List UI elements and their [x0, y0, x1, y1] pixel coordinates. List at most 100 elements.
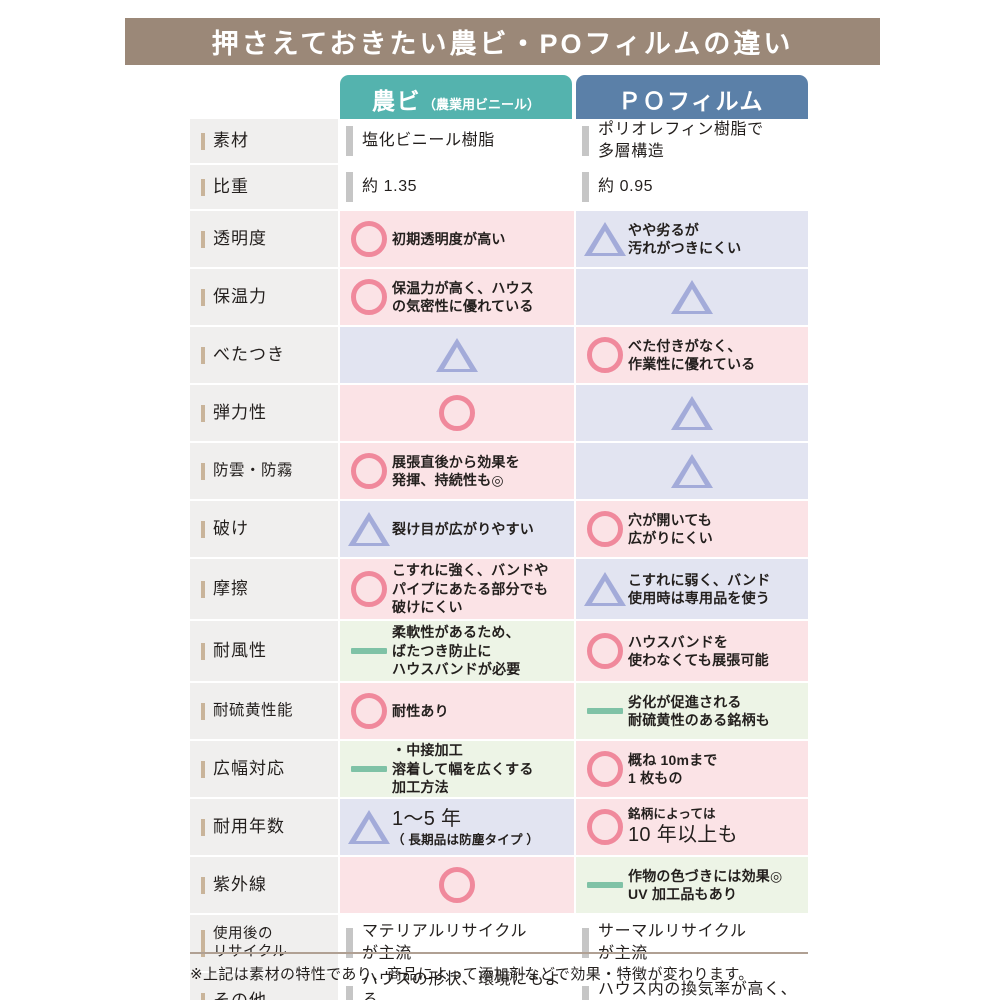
row-label-text: べたつき — [213, 345, 285, 365]
value-cell-nobi: 展張直後から効果を 発揮、持続性も◎ — [340, 443, 574, 499]
cell-text: サーマルリサイクルが主流 — [598, 923, 747, 962]
cell-text-primary: 1～5 年 — [392, 807, 462, 830]
value-cell-nobi: 保温力が高く、ハウス の気密性に優れている — [340, 269, 574, 325]
row-label-text: 透明度 — [213, 229, 267, 249]
page-title: 押さえておきたい農ビ・POフィルムの違い — [125, 18, 880, 65]
column-header-nobi-sub: （農業用ビニール） — [422, 97, 540, 112]
marker-triangle — [582, 572, 628, 606]
value-cell-nobi — [340, 857, 574, 913]
gray-bar-icon — [582, 172, 589, 202]
cell-text: 作物の色づきには効果◎ UV 加工品もあり — [628, 867, 783, 902]
marker-circle — [582, 337, 628, 373]
table-row: 透明度 初期透明度が高い やや劣るが 汚れがつきにくい — [190, 211, 808, 269]
comparison-table: 素材 塩化ビニール樹脂 ポリオレフィン樹脂で 多層構造 比重 約 1.35 約 0.95 透明… — [190, 119, 808, 1000]
circle-rating-icon — [587, 633, 623, 669]
circle-rating-icon — [587, 337, 623, 373]
gray-bar-icon — [346, 126, 353, 156]
row-label-text: 耐硫黄性能 — [213, 702, 294, 720]
value-cell-po: ハウス内の換気率が高く、やや乾燥気味になる — [574, 973, 808, 1000]
gray-bar-icon — [346, 986, 353, 1000]
table-row: 破け 裂け目が広がりやすい 穴が開いても 広がりにくい — [190, 501, 808, 559]
row-label-cell: 摩擦 — [190, 559, 340, 619]
dash-rating-icon — [351, 766, 387, 772]
row-label-text: 使用後の リサイクル — [213, 925, 288, 960]
column-header-nobi-main: 農ビ — [371, 88, 421, 114]
cell-text-note: （ 長期品は防塵タイプ ） — [392, 832, 540, 847]
value-cell-nobi: 裂け目が広がりやすい — [340, 501, 574, 557]
value-cell-nobi: 1～5 年 （ 長期品は防塵タイプ ） — [340, 799, 574, 855]
triangle-rating-icon — [671, 280, 713, 314]
value-cell-po — [574, 443, 808, 499]
table-row: 素材 塩化ビニール樹脂 ポリオレフィン樹脂で 多層構造 — [190, 119, 808, 165]
row-label-cell: 弾力性 — [190, 385, 340, 441]
row-label-cell: 広幅対応 — [190, 741, 340, 797]
marker-triangle — [434, 338, 480, 372]
value-cell-po: 概ね 10mまで 1 枚もの — [574, 741, 808, 797]
value-cell-nobi: こすれに強く、バンドや パイプにあたる部分でも 破けにくい — [340, 559, 574, 619]
circle-rating-icon — [587, 809, 623, 845]
value-cell-po: 作物の色づきには効果◎ UV 加工品もあり — [574, 857, 808, 913]
cell-text: ハウスバンドを 使わなくても展張可能 — [628, 633, 769, 668]
value-cell-po — [574, 385, 808, 441]
row-label-text: 広幅対応 — [213, 759, 285, 779]
column-header-tabs: 農ビ （農業用ビニール） ＰＯフィルム — [340, 75, 808, 119]
label-accent-bar — [201, 346, 205, 364]
value-cell-po: ハウスバンドを 使わなくても展張可能 — [574, 621, 808, 681]
row-label-text: 保温力 — [213, 287, 267, 307]
circle-rating-icon — [439, 395, 475, 431]
marker-circle — [346, 221, 392, 257]
table-row: 摩擦 こすれに強く、バンドや パイプにあたる部分でも 破けにくい こすれに弱く、バンド使… — [190, 559, 808, 621]
cell-text-note: 銘柄によっては — [628, 806, 716, 821]
value-cell-nobi — [340, 327, 574, 383]
value-cell-nobi: ・中接加工 溶着して幅を広くする 加工方法 — [340, 741, 574, 797]
footer-divider — [190, 952, 808, 954]
cell-text: ・中接加工 溶着して幅を広くする 加工方法 — [392, 742, 534, 796]
cell-text: ポリオレフィン樹脂で 多層構造 — [598, 121, 764, 160]
row-label-text: 比重 — [213, 177, 249, 197]
marker-dash — [346, 648, 392, 654]
row-label-text: 破け — [213, 519, 249, 539]
table-row: 弾力性 — [190, 385, 808, 443]
label-accent-bar — [201, 818, 205, 836]
marker-circle — [582, 633, 628, 669]
label-accent-bar — [201, 642, 205, 660]
row-label-text: 防雲・防霧 — [213, 462, 294, 480]
row-label-text: 弾力性 — [213, 403, 267, 423]
value-cell-nobi — [340, 385, 574, 441]
value-cell-nobi: 約 1.35 — [340, 165, 574, 209]
label-accent-bar — [201, 580, 205, 598]
triangle-rating-icon — [584, 222, 626, 256]
marker-circle — [346, 693, 392, 729]
cell-text: 1～5 年 （ 長期品は防塵タイプ ） — [392, 806, 539, 849]
cell-text: マテリアルリサイクルが主流 — [362, 923, 528, 962]
cell-text: べた付きがなく、 作業性に優れている — [628, 337, 756, 372]
value-cell-nobi: 柔軟性があるため、 ばたつき防止に ハウスバンドが必要 — [340, 621, 574, 681]
cell-text: 保温力が高く、ハウス の気密性に優れている — [392, 279, 534, 314]
value-cell-po: 銘柄によっては 10 年以上も — [574, 799, 808, 855]
cell-text: こすれに強く、バンドや パイプにあたる部分でも 破けにくい — [392, 562, 549, 616]
value-cell-po: やや劣るが 汚れがつきにくい — [574, 211, 808, 267]
label-accent-bar — [201, 404, 205, 422]
label-accent-bar — [201, 230, 205, 248]
circle-rating-icon — [351, 693, 387, 729]
circle-rating-icon — [439, 867, 475, 903]
table-row: その他 ハウスの形状、環境にもよるが PO よりも滑雪性が良い ハウス内の換気率が高… — [190, 971, 808, 1000]
row-label-cell: 保温力 — [190, 269, 340, 325]
gray-bar-icon — [582, 126, 589, 156]
table-row: 比重 約 1.35 約 0.95 — [190, 165, 808, 211]
value-cell-po: べた付きがなく、 作業性に優れている — [574, 327, 808, 383]
marker-circle — [582, 511, 628, 547]
value-cell-nobi: 初期透明度が高い — [340, 211, 574, 267]
cell-text: 柔軟性があるため、 ばたつき防止に ハウスバンドが必要 — [392, 624, 521, 678]
cell-text: ハウスの形状、環境にもよるが PO よりも滑雪性が良い — [362, 970, 562, 1000]
label-accent-bar — [201, 876, 205, 894]
label-accent-bar — [201, 702, 205, 720]
marker-circle — [582, 809, 628, 845]
cell-text: 展張直後から効果を 発揮、持続性も◎ — [392, 453, 520, 488]
gray-bar-icon — [346, 928, 353, 958]
marker-dash — [582, 882, 628, 888]
row-label-text: その他 — [213, 990, 267, 1000]
table-row: 耐風性 柔軟性があるため、 ばたつき防止に ハウスバンドが必要 ハウスバンドを 使わなくて… — [190, 621, 808, 683]
value-cell-po: 穴が開いても 広がりにくい — [574, 501, 808, 557]
